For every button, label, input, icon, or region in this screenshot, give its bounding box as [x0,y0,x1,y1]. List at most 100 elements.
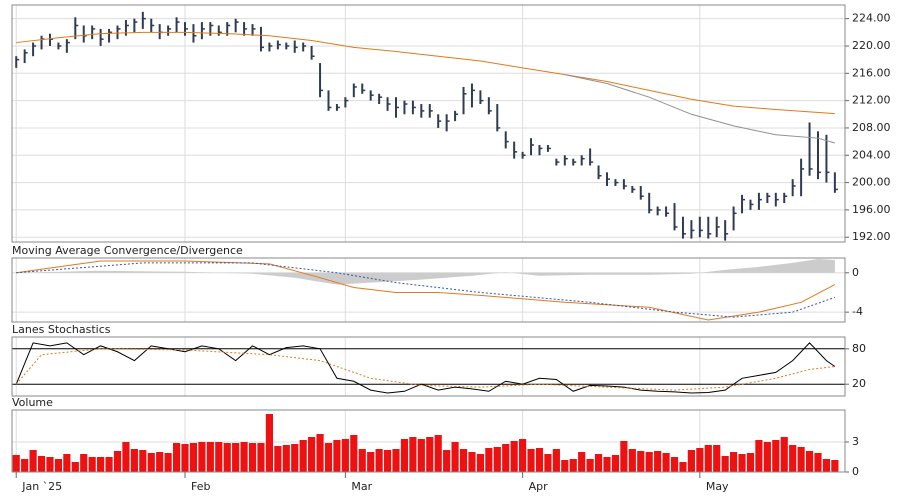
panel-frame [11,257,846,323]
volume-bar [21,459,29,472]
volume-bar [265,414,273,472]
y-tick-label: 0 [852,266,859,279]
volume-bar [603,457,611,472]
volume-bar [291,444,299,472]
volume-bar [721,456,729,472]
y-tick-label: 204.00 [852,148,891,161]
volume-bar [687,450,695,472]
volume-bar [232,443,240,472]
volume-bar [713,445,721,472]
volume-bar [164,453,172,472]
volume-bar [80,454,88,472]
line [564,74,836,144]
volume-bar [535,448,544,472]
volume-bar [409,437,417,472]
volume-bar [645,452,653,472]
volume-bar [400,439,409,472]
volume-bar [443,450,451,472]
volume-bar [586,459,594,472]
volume-bar [308,437,316,472]
volume-bar [282,445,290,472]
volume-bar [493,447,501,472]
volume-bar [763,442,771,472]
y-tick-label: 216.00 [852,66,891,79]
volume-bar [789,445,797,472]
volume-bar [12,455,20,472]
volume-bar [367,452,375,472]
y-tick-label: 20 [852,377,866,390]
panel-frame [11,4,846,243]
y-tick-label: 196.00 [852,203,891,216]
volume-bar [451,442,459,472]
y-tick-label: 0 [852,465,859,478]
volume-bar [139,450,147,472]
volume-bar [510,441,518,472]
volume-bar [375,449,383,472]
x-tick-label: Mar [351,480,372,493]
volume-bar [805,451,814,472]
volume-bar [670,457,679,472]
volume-bar [730,452,738,472]
volume-bar [434,435,442,472]
volume-bar [63,454,71,472]
volume-bar [822,459,831,472]
y-tick-label: 220.00 [852,39,891,52]
volume-bar [611,455,620,472]
histogram-area [16,258,835,285]
volume-bar [628,449,636,472]
volume-bar [113,451,122,472]
volume-bar [341,439,349,472]
volume-bar [172,443,181,472]
volume-bar [299,440,307,472]
volume-bar [417,439,425,472]
volume-bar [797,447,805,472]
volume-bar [696,448,704,472]
volume-bar [198,442,206,472]
volume-bar [240,442,248,472]
volume-bar [383,450,392,472]
line [16,260,836,321]
y-tick-label: 224.00 [852,12,891,25]
volume-bar [333,440,341,472]
panel-frame [11,409,846,473]
volume-bar [37,456,46,472]
volume-bar [578,452,586,472]
volume-bar [248,443,257,472]
volume-bar [746,453,755,472]
volume-bar [181,444,189,472]
volume-bar [54,459,63,472]
y-tick-label: 3 [852,435,859,448]
panel-title: Moving Average Convergence/Divergence [12,244,243,257]
volume-bar [594,454,603,472]
volume-bar [257,443,265,472]
volume-bar [46,457,54,472]
volume-bar [459,449,468,472]
volume-bar [561,460,569,472]
volume-bar [215,442,223,472]
volume-bar [780,437,788,472]
volume-bar [358,449,366,472]
line [15,348,835,391]
panel-title: Lanes Stochastics [12,323,111,336]
volume-bar [122,442,130,472]
volume-bar [223,443,231,472]
volume-bar [189,443,198,472]
volume-bar [544,454,552,472]
volume-bar [552,449,560,472]
volume-bar [324,443,333,472]
volume-bar [831,460,839,472]
y-tick-label: 208.00 [852,121,891,134]
volume-bar [662,453,670,472]
volume-bar [97,457,105,472]
panel-title: Volume [12,396,53,409]
volume-bar [519,439,527,472]
volume-bar [502,444,510,472]
volume-bar [71,462,79,472]
volume-bar [350,435,358,472]
volume-bar [476,454,484,472]
volume-bar [679,462,687,472]
volume-bar [130,449,138,472]
volume-bar [147,453,155,472]
line [15,342,836,394]
y-tick-label: 212.00 [852,94,891,107]
